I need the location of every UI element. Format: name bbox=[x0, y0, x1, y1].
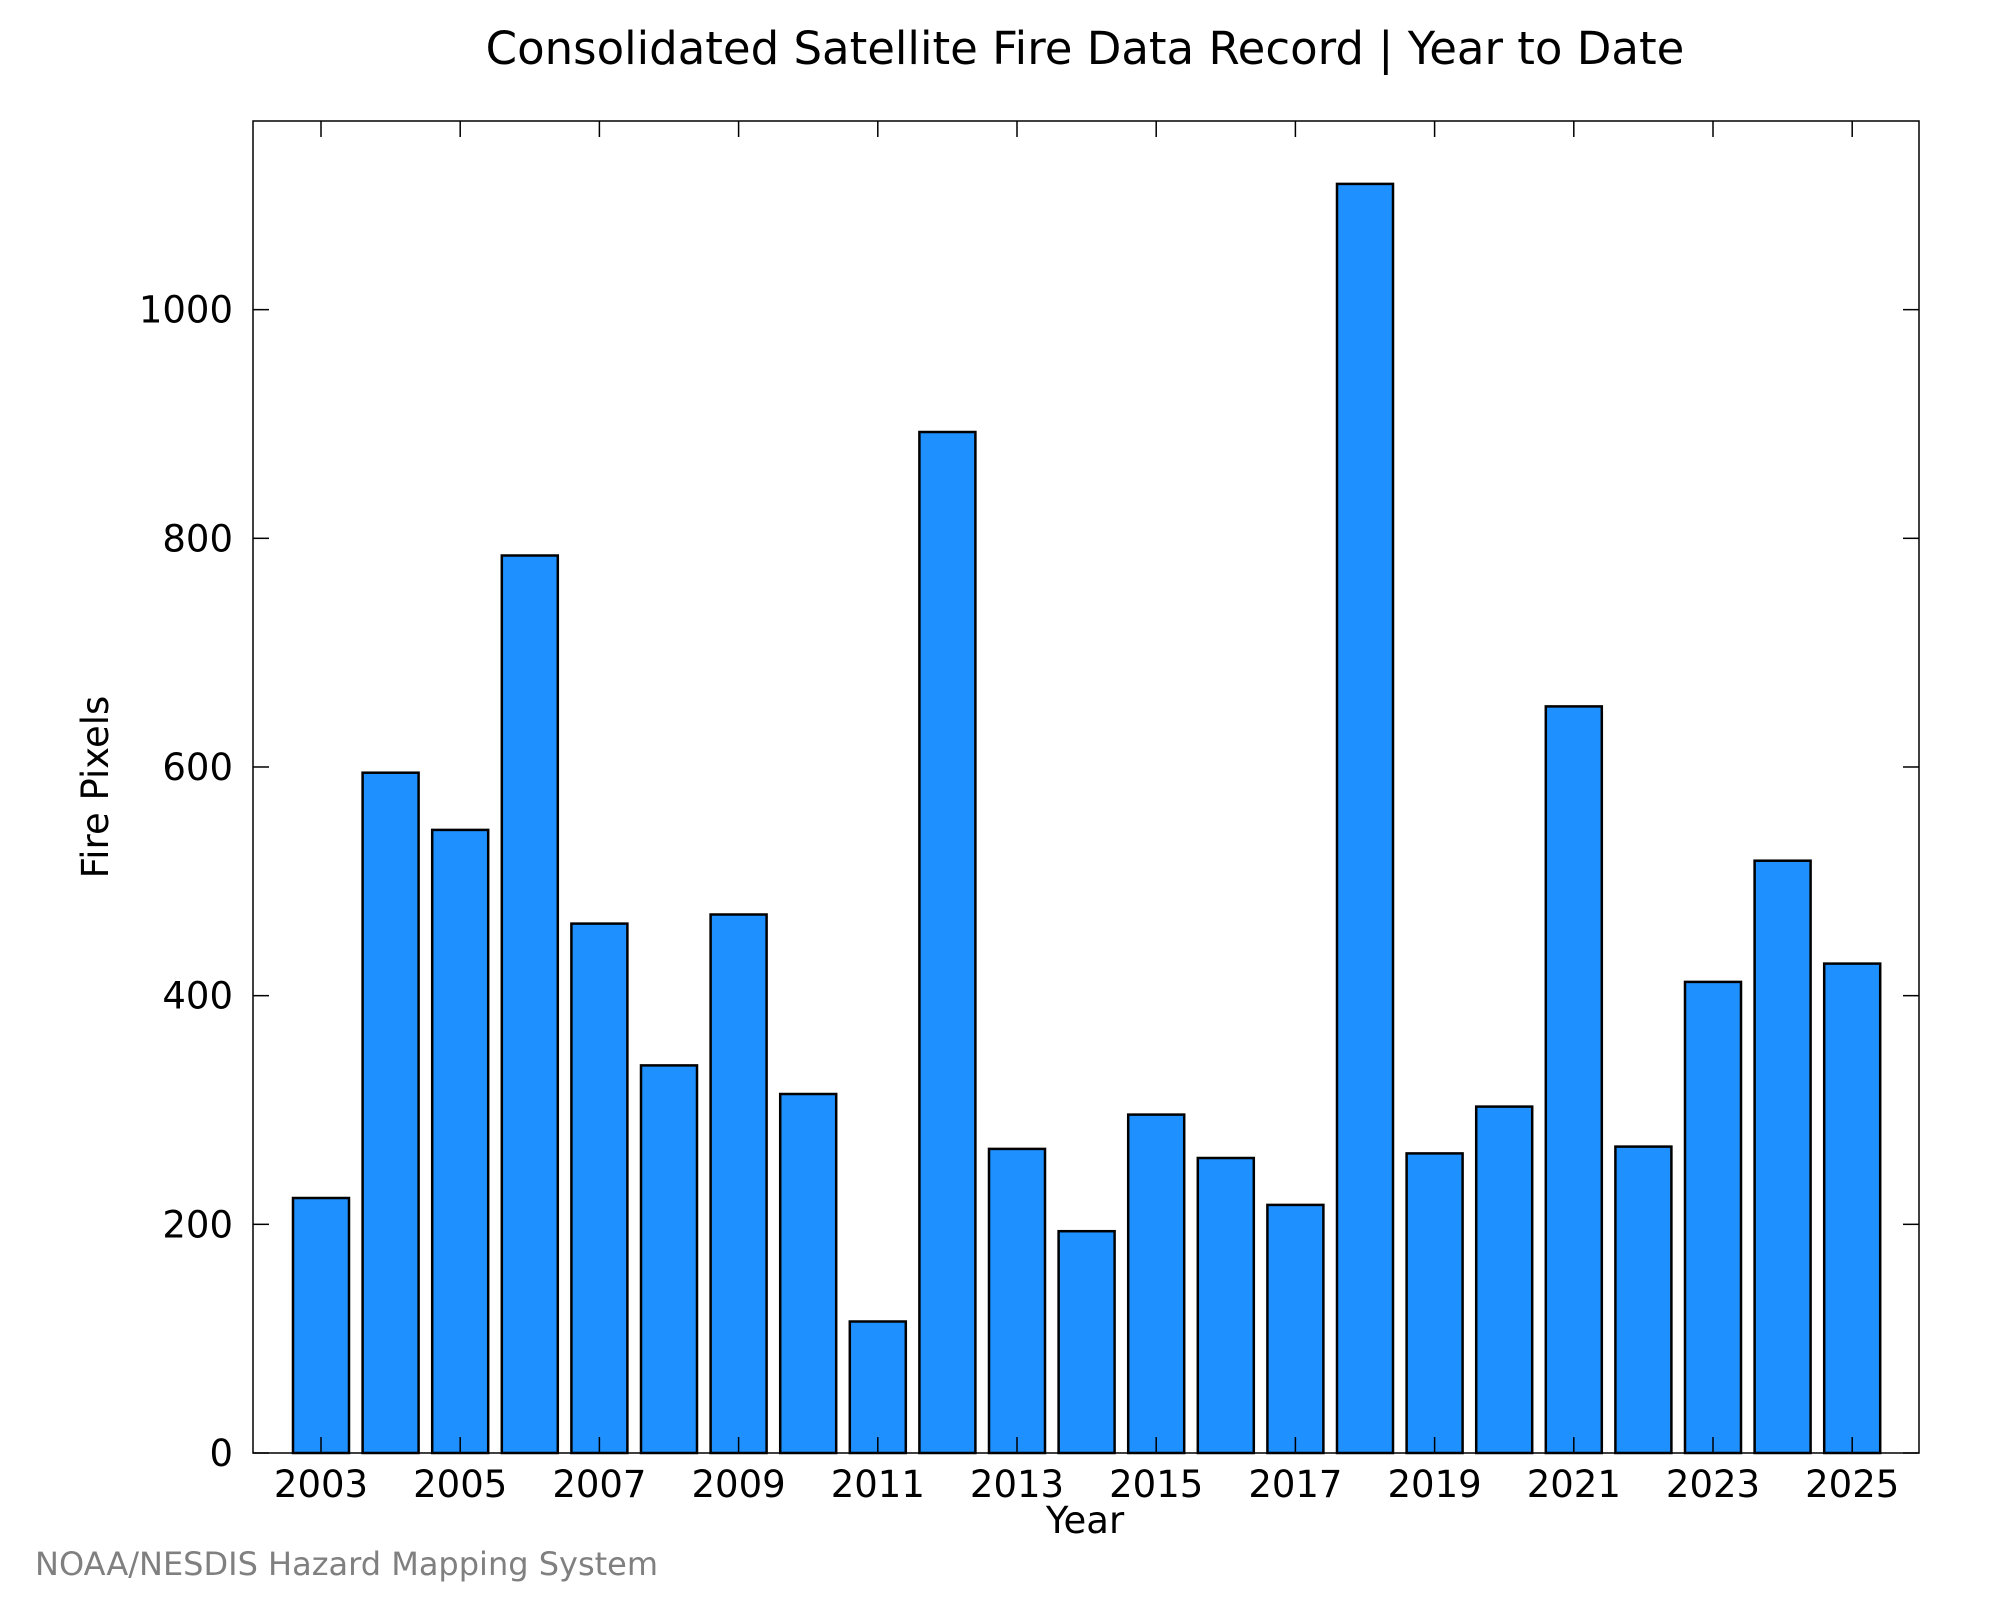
x-tick-label-2023: 2023 bbox=[1666, 1463, 1760, 1506]
y-tick-label-800: 800 bbox=[162, 517, 233, 560]
bar-2010 bbox=[778, 1092, 838, 1455]
bar-2017 bbox=[1266, 1203, 1325, 1455]
x-axis-label: Year bbox=[1045, 1499, 1125, 1542]
bar-2013 bbox=[987, 1147, 1047, 1455]
bar-2020 bbox=[1474, 1105, 1534, 1455]
chart-title: Consolidated Satellite Fire Data Record … bbox=[486, 22, 1685, 75]
x-tick-label-2005: 2005 bbox=[413, 1463, 507, 1506]
y-tick-label-1000: 1000 bbox=[139, 289, 233, 332]
y-tick-label-600: 600 bbox=[162, 746, 233, 789]
x-axis-ticks: 2003 2005 2007 2009 2011 2013 2015 2017 2019 2021… bbox=[274, 121, 1899, 1506]
credit-text: NOAA/NESDIS Hazard Mapping System bbox=[35, 1545, 658, 1583]
bar-2005 bbox=[430, 828, 490, 1455]
bar-2007 bbox=[570, 922, 629, 1455]
bar-2003 bbox=[291, 1196, 351, 1455]
x-tick-label-2011: 2011 bbox=[831, 1463, 925, 1506]
bar-2019 bbox=[1405, 1152, 1464, 1455]
bar-2021 bbox=[1544, 705, 1604, 1455]
y-axis-label: Fire Pixels bbox=[74, 696, 117, 879]
bar-2011 bbox=[848, 1320, 908, 1455]
x-tick-label-2021: 2021 bbox=[1527, 1463, 1621, 1506]
bar-2023 bbox=[1683, 980, 1743, 1455]
bar-2012 bbox=[918, 430, 977, 1455]
bar-2014 bbox=[1057, 1229, 1116, 1455]
y-tick-label-200: 200 bbox=[162, 1203, 233, 1246]
x-tick-label-2015: 2015 bbox=[1109, 1463, 1203, 1506]
bar-2008 bbox=[639, 1064, 699, 1455]
x-tick-label-2013: 2013 bbox=[970, 1463, 1064, 1506]
y-tick-label-0: 0 bbox=[209, 1432, 233, 1475]
x-tick-label-2019: 2019 bbox=[1388, 1463, 1482, 1506]
bar-2024 bbox=[1753, 859, 1812, 1455]
bar-2009 bbox=[709, 913, 768, 1455]
y-axis-ticks: 0 200 400 600 800 1000 bbox=[139, 289, 1919, 1475]
bars-group bbox=[291, 182, 1882, 1455]
bar-2016 bbox=[1196, 1156, 1256, 1455]
y-tick-label-400: 400 bbox=[162, 975, 233, 1018]
bar-2006 bbox=[500, 554, 560, 1455]
bar-2025 bbox=[1822, 962, 1882, 1455]
bar-2015 bbox=[1126, 1113, 1186, 1455]
x-tick-label-2025: 2025 bbox=[1805, 1463, 1899, 1506]
x-tick-label-2007: 2007 bbox=[552, 1463, 646, 1506]
x-tick-label-2017: 2017 bbox=[1248, 1463, 1342, 1506]
bar-2018 bbox=[1335, 182, 1395, 1455]
bar-2004 bbox=[361, 771, 420, 1455]
x-tick-label-2009: 2009 bbox=[692, 1463, 786, 1506]
bar-2022 bbox=[1614, 1145, 1673, 1455]
x-tick-label-2003: 2003 bbox=[274, 1463, 368, 1506]
